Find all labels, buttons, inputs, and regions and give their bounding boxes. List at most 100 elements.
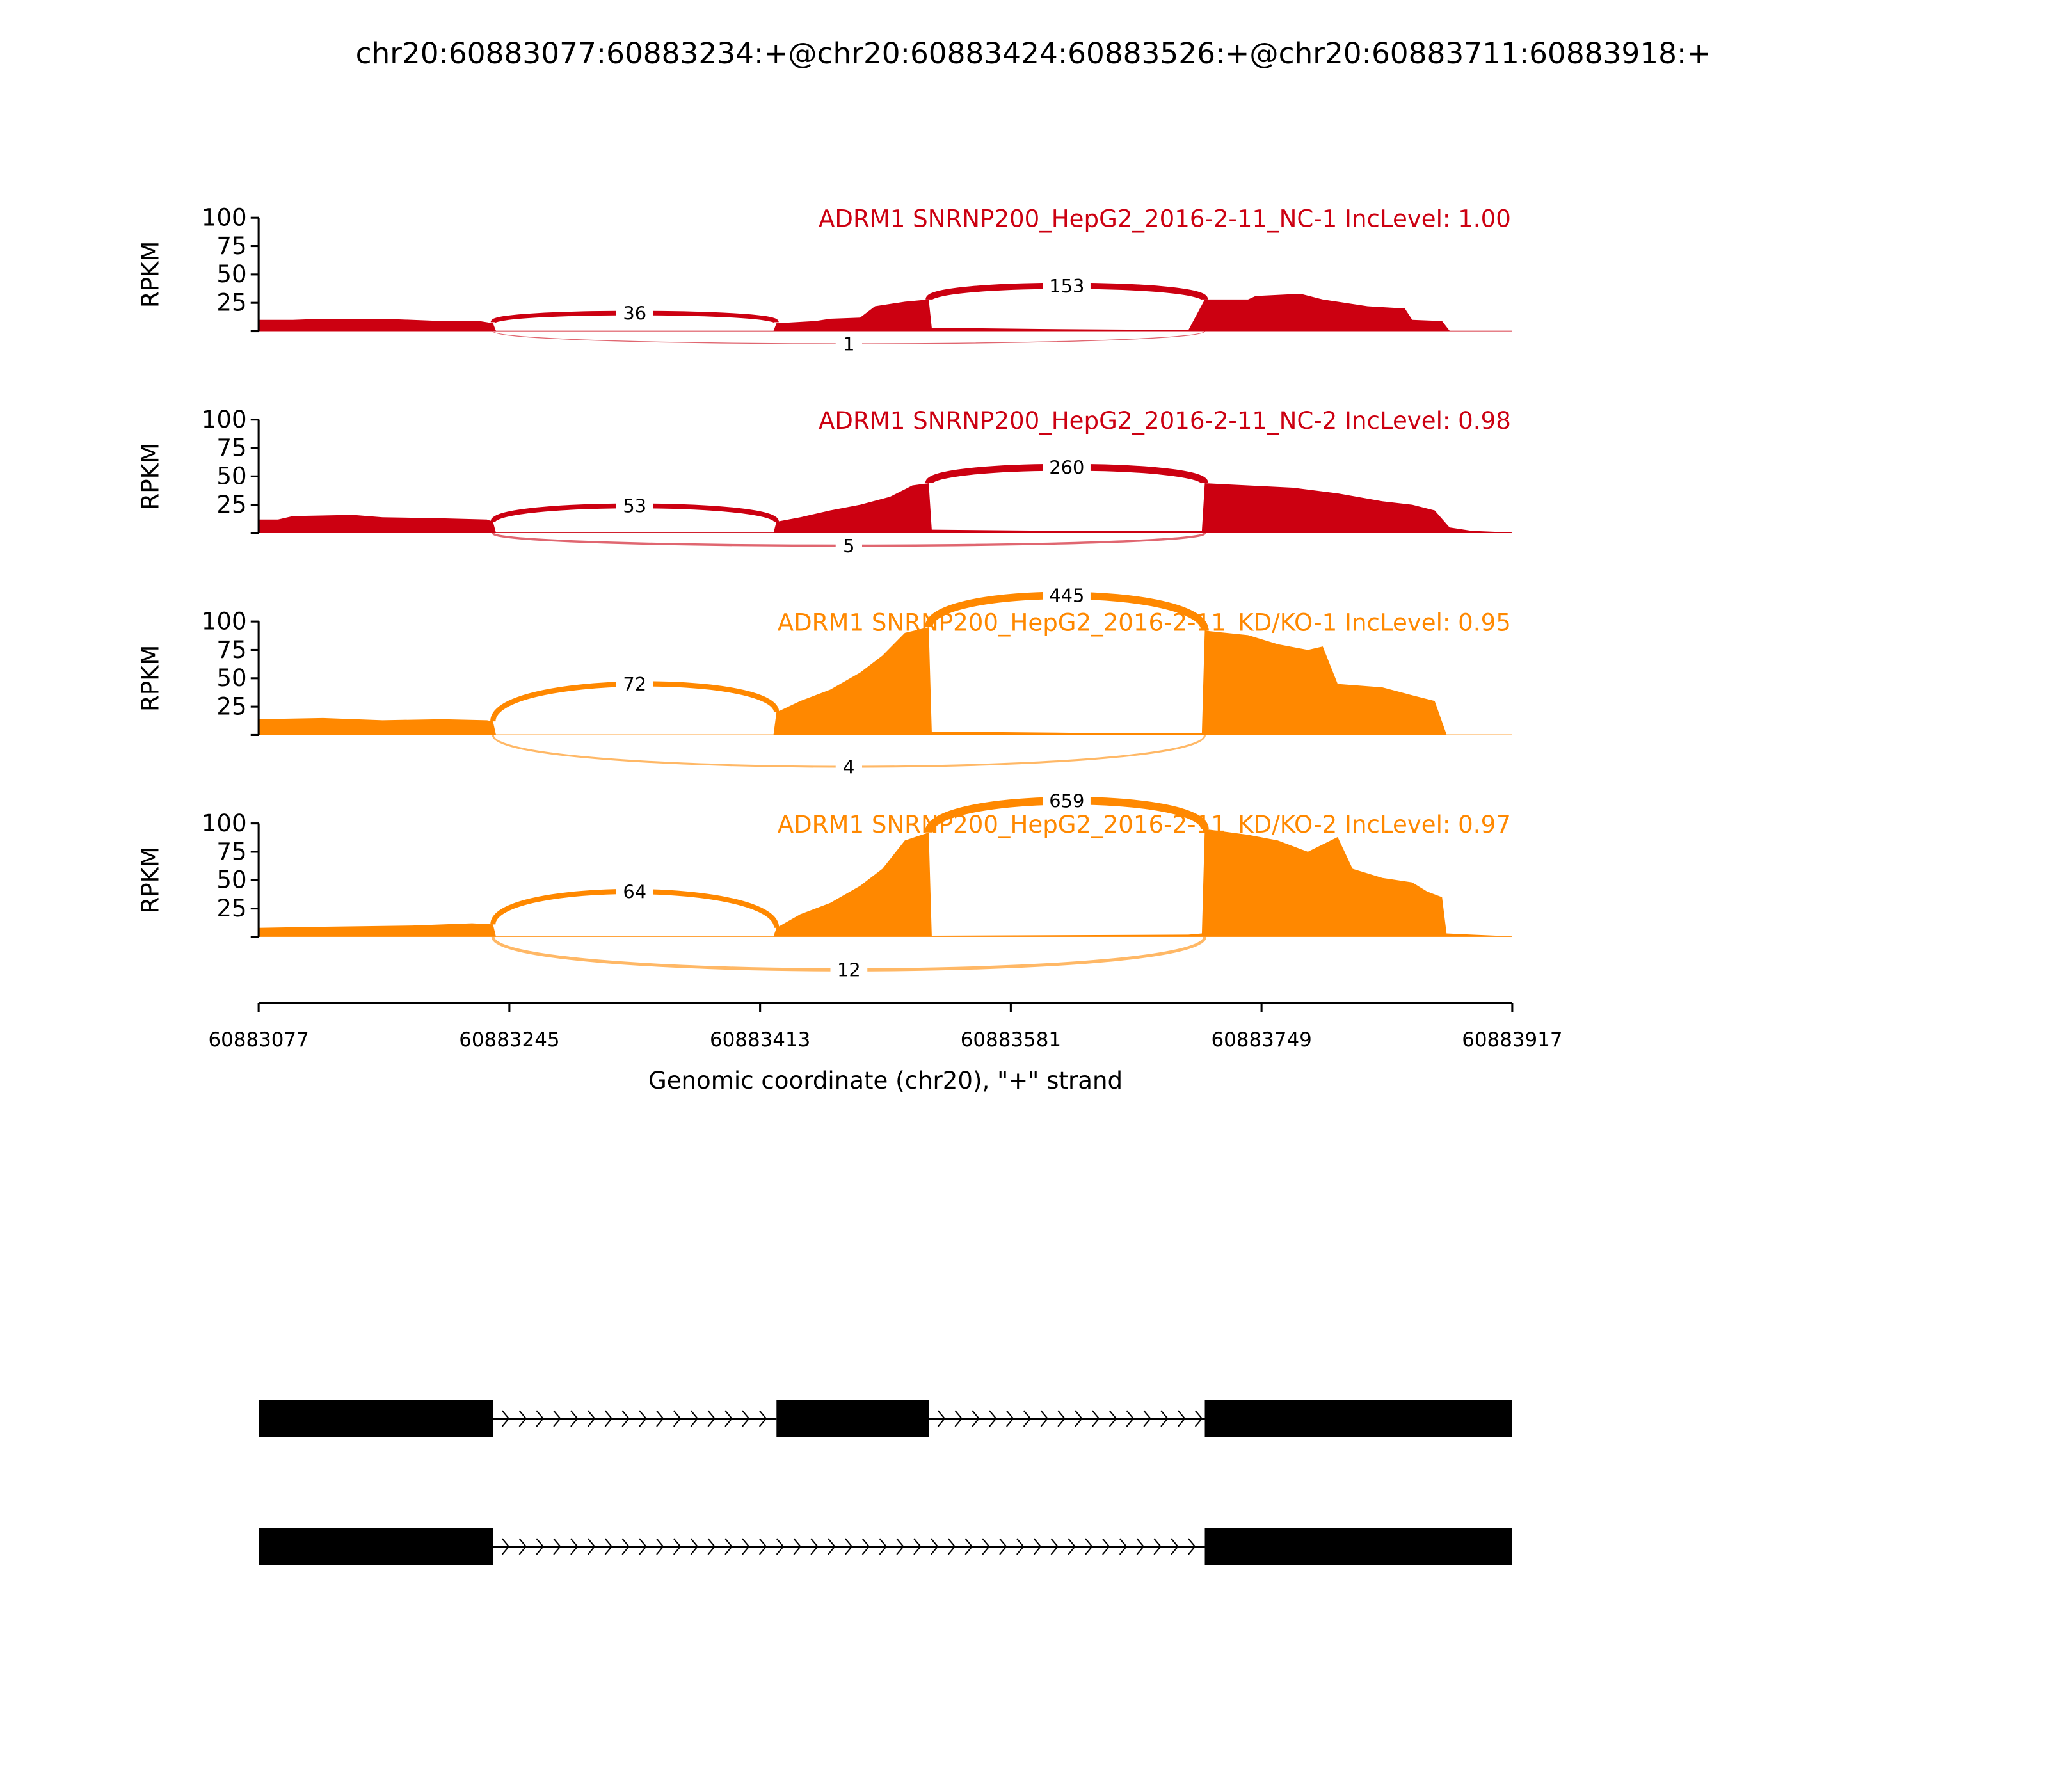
coverage-area	[259, 627, 1512, 735]
junction-count: 1	[843, 333, 854, 355]
strand-chevron-icon	[1178, 1410, 1186, 1427]
strand-chevron-icon	[518, 1538, 527, 1555]
x-tick-label: 60883917	[1462, 1028, 1562, 1052]
strand-chevron-icon	[828, 1538, 836, 1555]
junction-label-bg	[616, 672, 653, 696]
strand-chevron-icon	[1153, 1538, 1162, 1555]
y-axis-label: RPKM	[136, 847, 164, 914]
strand-chevron-icon	[553, 1538, 561, 1555]
x-tick-label: 60883581	[961, 1028, 1061, 1052]
strand-chevron-icon	[1016, 1538, 1025, 1555]
strand-chevron-icon	[861, 1538, 870, 1555]
strand-chevron-icon	[604, 1410, 613, 1427]
strand-chevron-icon	[1136, 1538, 1145, 1555]
strand-chevron-icon	[1005, 1410, 1014, 1427]
panel-label: ADRM1 SNRNP200_HepG2_2016-2-11_NC-2 IncL…	[819, 407, 1511, 435]
strand-chevron-icon	[690, 1410, 699, 1427]
y-tick-label: 100	[202, 204, 247, 232]
x-axis-label: Genomic coordinate (chr20), "+" strand	[648, 1067, 1123, 1094]
strand-chevron-icon	[656, 1538, 664, 1555]
strand-chevron-icon	[673, 1410, 682, 1427]
strand-chevron-icon	[1126, 1410, 1135, 1427]
strand-chevron-icon	[536, 1538, 544, 1555]
strand-chevron-icon	[896, 1538, 904, 1555]
strand-chevron-icon	[1119, 1538, 1128, 1555]
junction-count: 5	[843, 535, 854, 557]
strand-chevron-icon	[844, 1538, 853, 1555]
strand-chevron-icon	[587, 1410, 596, 1427]
y-tick-label: 100	[202, 406, 247, 433]
panel-label: ADRM1 SNRNP200_HepG2_2016-2-11_KD/KO-2 I…	[778, 811, 1511, 838]
coverage-area	[259, 829, 1512, 937]
exon-block	[259, 1400, 493, 1437]
strand-chevron-icon	[553, 1410, 561, 1427]
strand-chevron-icon	[1023, 1410, 1032, 1427]
strand-chevron-icon	[810, 1538, 819, 1555]
coverage-area	[259, 483, 1512, 533]
junction-count: 153	[1049, 275, 1084, 297]
strand-chevron-icon	[964, 1538, 973, 1555]
strand-chevron-icon	[1085, 1538, 1093, 1555]
strand-chevron-icon	[621, 1538, 630, 1555]
strand-chevron-icon	[1108, 1410, 1117, 1427]
x-tick-label: 60883245	[459, 1028, 559, 1052]
y-tick-label: 25	[216, 289, 246, 317]
strand-chevron-icon	[1068, 1538, 1076, 1555]
junction-label-bg	[835, 755, 862, 779]
panel-label: ADRM1 SNRNP200_HepG2_2016-2-11_KD/KO-1 I…	[778, 609, 1511, 637]
strand-chevron-icon	[1160, 1410, 1169, 1427]
strand-chevron-icon	[793, 1538, 801, 1555]
junction-label-bg	[830, 957, 868, 982]
junction-count: 659	[1049, 790, 1084, 812]
strand-chevron-icon	[518, 1410, 527, 1427]
junction-count: 72	[623, 673, 646, 695]
strand-chevron-icon	[707, 1538, 716, 1555]
x-tick-label: 60883077	[208, 1028, 308, 1052]
strand-chevron-icon	[501, 1410, 510, 1427]
strand-chevron-icon	[1057, 1410, 1066, 1427]
junction-label-bg	[835, 332, 862, 356]
isoform-2	[259, 1528, 1512, 1565]
strand-chevron-icon	[1040, 1410, 1049, 1427]
y-tick-label: 50	[216, 463, 246, 490]
y-tick-label: 50	[216, 260, 246, 288]
strand-chevron-icon	[758, 1410, 767, 1427]
y-tick-label: 100	[202, 608, 247, 636]
junction-label-bg	[1043, 583, 1091, 607]
strand-chevron-icon	[776, 1538, 785, 1555]
exon-block	[1204, 1400, 1512, 1437]
strand-chevron-icon	[536, 1410, 544, 1427]
strand-chevron-icon	[930, 1538, 939, 1555]
strand-chevron-icon	[656, 1410, 664, 1427]
strand-chevron-icon	[724, 1538, 733, 1555]
strand-chevron-icon	[947, 1538, 956, 1555]
y-tick-label: 25	[216, 491, 246, 518]
y-tick-label: 50	[216, 664, 246, 692]
junction-count: 53	[623, 495, 646, 517]
exon-block	[776, 1400, 929, 1437]
strand-chevron-icon	[673, 1538, 682, 1555]
strand-chevron-icon	[954, 1410, 963, 1427]
strand-chevron-icon	[742, 1538, 750, 1555]
junction-label-bg	[616, 493, 653, 518]
junction-count: 36	[623, 302, 646, 324]
coverage-area	[259, 293, 1512, 332]
x-axis: 60883077 60883245 60883413 60883581 60883749…	[208, 1002, 1563, 1052]
junction-count: 64	[623, 881, 646, 902]
y-tick-label: 75	[216, 636, 246, 664]
strand-chevron-icon	[1092, 1410, 1100, 1427]
isoform-1	[259, 1400, 1512, 1437]
strand-chevron-icon	[1033, 1538, 1042, 1555]
strand-chevron-icon	[501, 1538, 510, 1555]
y-tick-label: 75	[216, 232, 246, 260]
y-tick-label: 25	[216, 895, 246, 922]
strand-chevron-icon	[758, 1538, 767, 1555]
strand-chevron-icon	[1102, 1538, 1110, 1555]
junction-label-bg	[616, 301, 653, 325]
strand-chevron-icon	[989, 1410, 997, 1427]
